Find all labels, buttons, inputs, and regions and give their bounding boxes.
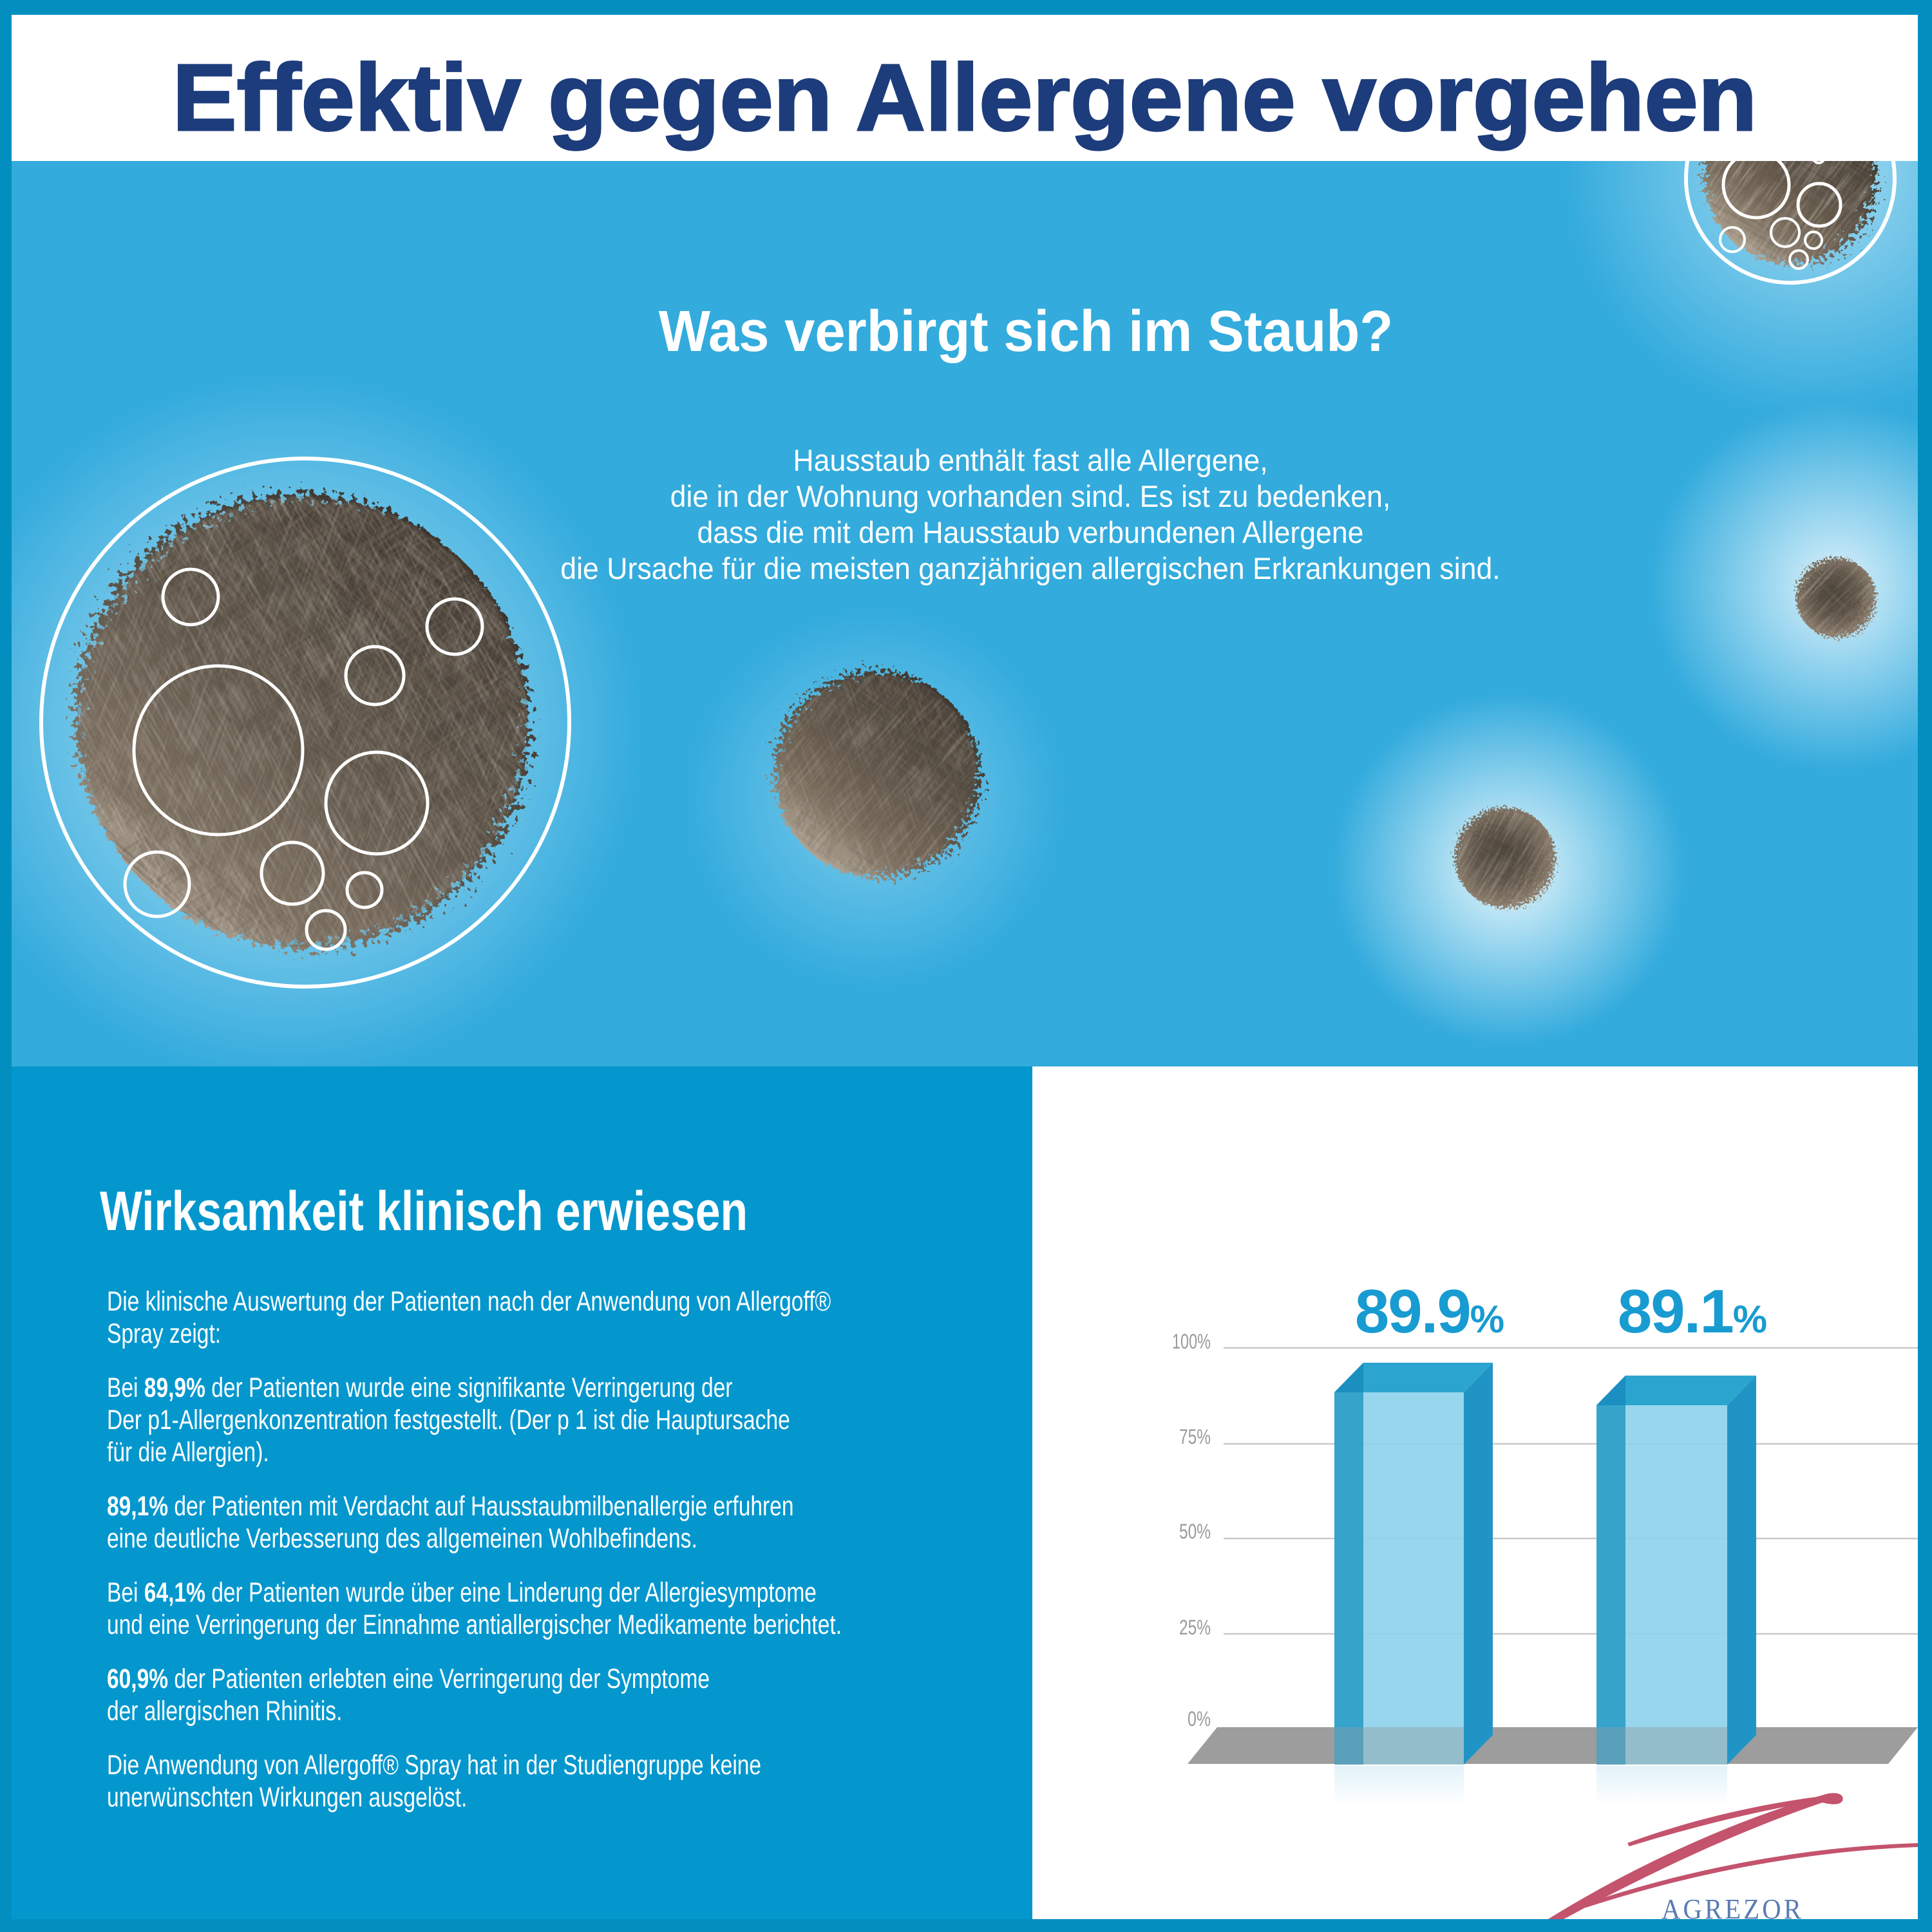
svg-text:50%: 50%: [1179, 1520, 1211, 1543]
svg-text:AGREZOR: AGREZOR: [1662, 1893, 1804, 1919]
svg-text:100%: 100%: [1172, 1330, 1211, 1353]
svg-text:89.9%: 89.9%: [1355, 1277, 1504, 1346]
svg-text:0%: 0%: [1188, 1707, 1211, 1730]
svg-text:75%: 75%: [1179, 1425, 1211, 1448]
svg-text:89.1%: 89.1%: [1618, 1277, 1767, 1346]
svg-text:25%: 25%: [1179, 1616, 1211, 1639]
